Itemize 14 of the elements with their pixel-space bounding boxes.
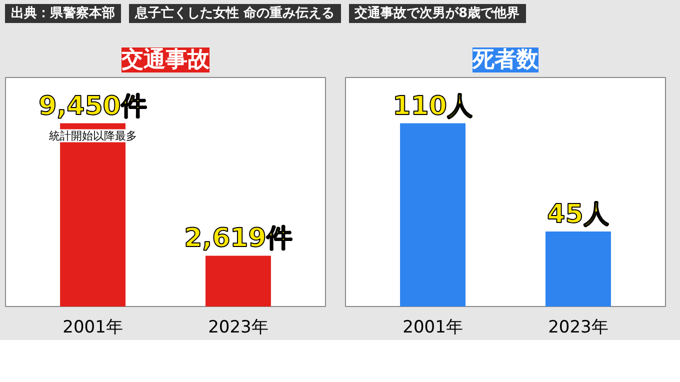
data-label: 9,450件	[38, 91, 147, 122]
data-label: 110人	[392, 91, 474, 122]
annotation: 統計開始以降最多	[48, 129, 137, 142]
data-label: 45人	[547, 200, 610, 230]
source-note: 出典：県警察本部	[5, 4, 121, 23]
text: 息子亡くした女性 命の重み伝える	[129, 4, 341, 23]
chart-title: 交通事故	[120, 46, 210, 72]
x-tick-label: 2023年	[548, 318, 608, 338]
x-tick-label: 2001年	[62, 318, 123, 338]
x-tick-label: 2023年	[208, 318, 268, 338]
data-label: 2,619件	[184, 224, 292, 254]
text: 交通事故で次男が8歳で他界	[348, 4, 526, 23]
chart-title: 死者数	[472, 48, 540, 72]
x-tick-label: 2001年	[402, 318, 463, 338]
